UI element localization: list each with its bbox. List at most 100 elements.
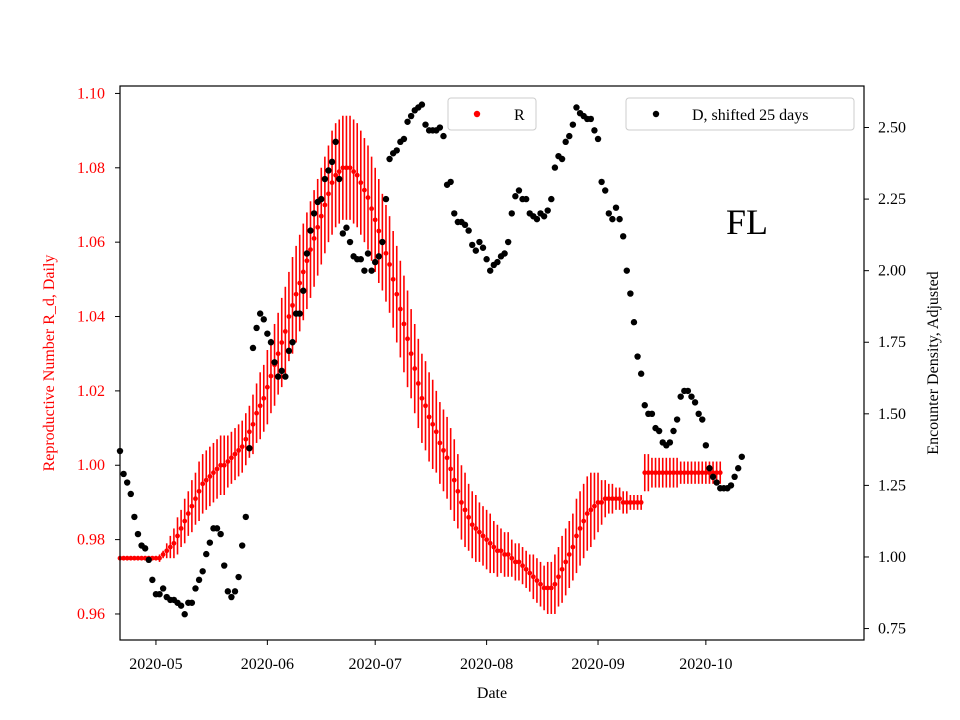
d-point	[235, 573, 242, 581]
d-point	[551, 164, 559, 171]
r-point	[645, 470, 651, 476]
r-point	[297, 280, 303, 286]
r-point	[484, 537, 490, 543]
d-point	[239, 542, 246, 549]
d-point	[127, 490, 134, 498]
r-point	[509, 555, 515, 561]
r-point	[699, 470, 705, 476]
d-point	[141, 545, 149, 552]
r-point	[164, 548, 170, 554]
x-tick-label: 2020-06	[241, 656, 294, 673]
y-left-tick-label: 1.04	[77, 309, 105, 326]
plot-frame	[119, 85, 865, 641]
d-point	[120, 470, 127, 478]
r-point	[638, 500, 644, 505]
r-point	[250, 421, 256, 427]
r-point	[502, 552, 507, 557]
r-point	[286, 314, 292, 319]
r-point	[430, 421, 436, 427]
r-point	[642, 470, 648, 476]
r-point	[318, 213, 324, 219]
d-point	[192, 585, 199, 592]
y-right-tick-label: 2.00	[878, 263, 906, 280]
r-errorbars	[119, 115, 722, 614]
x-tick-label: 2020-10	[679, 656, 732, 673]
d-point	[400, 135, 408, 143]
r-point	[631, 500, 637, 505]
d-point	[508, 210, 515, 217]
d-point	[278, 367, 285, 375]
r-point	[516, 559, 522, 565]
d-point	[684, 387, 692, 395]
d-point	[713, 479, 720, 486]
r-point	[135, 555, 141, 561]
d-point	[134, 530, 142, 538]
legend-r-marker	[473, 110, 481, 118]
d-point	[709, 473, 717, 481]
d-point	[339, 230, 347, 237]
d-point	[469, 241, 476, 249]
d-point	[447, 178, 454, 186]
r-point	[552, 581, 558, 587]
r-point	[523, 566, 529, 572]
d-point	[691, 399, 699, 406]
r-point	[268, 373, 274, 379]
d-point	[436, 124, 444, 131]
r-point	[200, 481, 206, 487]
r-point	[512, 559, 518, 565]
r-point	[426, 414, 432, 420]
d-point	[670, 427, 677, 435]
r-point	[394, 291, 400, 297]
d-point	[332, 138, 339, 146]
d-point	[177, 602, 185, 609]
d-point	[634, 353, 641, 360]
r-point	[617, 496, 622, 502]
legend-d-marker	[652, 110, 660, 118]
d-point	[616, 215, 623, 223]
d-point	[465, 227, 472, 234]
r-point	[304, 258, 310, 264]
d-point	[343, 224, 350, 231]
r-point	[548, 585, 554, 591]
d-point	[483, 256, 490, 263]
r-point	[602, 496, 608, 502]
r-point	[311, 236, 317, 241]
r-point	[408, 351, 414, 357]
r-point	[232, 451, 238, 457]
r-point	[390, 276, 396, 282]
legend-r: R	[447, 97, 537, 131]
r-point	[131, 555, 137, 561]
d-point	[641, 402, 648, 409]
d-point	[699, 416, 706, 423]
r-point	[433, 429, 439, 435]
r-point	[185, 511, 191, 516]
d-point	[181, 611, 188, 618]
r-point	[365, 195, 371, 200]
d-point	[540, 213, 548, 220]
d-point	[735, 465, 742, 472]
d-point	[217, 530, 224, 538]
d-point	[451, 210, 458, 217]
r-point	[444, 455, 450, 461]
r-point	[257, 403, 263, 409]
d-point	[418, 101, 426, 108]
r-point	[491, 544, 497, 550]
r-points	[117, 165, 723, 591]
d-point	[328, 158, 336, 166]
r-point	[293, 291, 299, 297]
r-point	[534, 578, 540, 583]
r-point	[487, 540, 493, 546]
d-point	[566, 132, 573, 140]
r-point	[660, 470, 666, 476]
r-point	[178, 526, 184, 531]
r-point	[369, 206, 374, 212]
d-point	[612, 204, 620, 211]
d-point	[587, 115, 595, 123]
r-point	[221, 462, 227, 468]
r-point	[160, 552, 166, 557]
d-point	[461, 221, 469, 229]
d-point	[346, 238, 354, 246]
r-point	[469, 522, 475, 528]
r-point	[520, 563, 525, 569]
r-point	[473, 526, 479, 531]
